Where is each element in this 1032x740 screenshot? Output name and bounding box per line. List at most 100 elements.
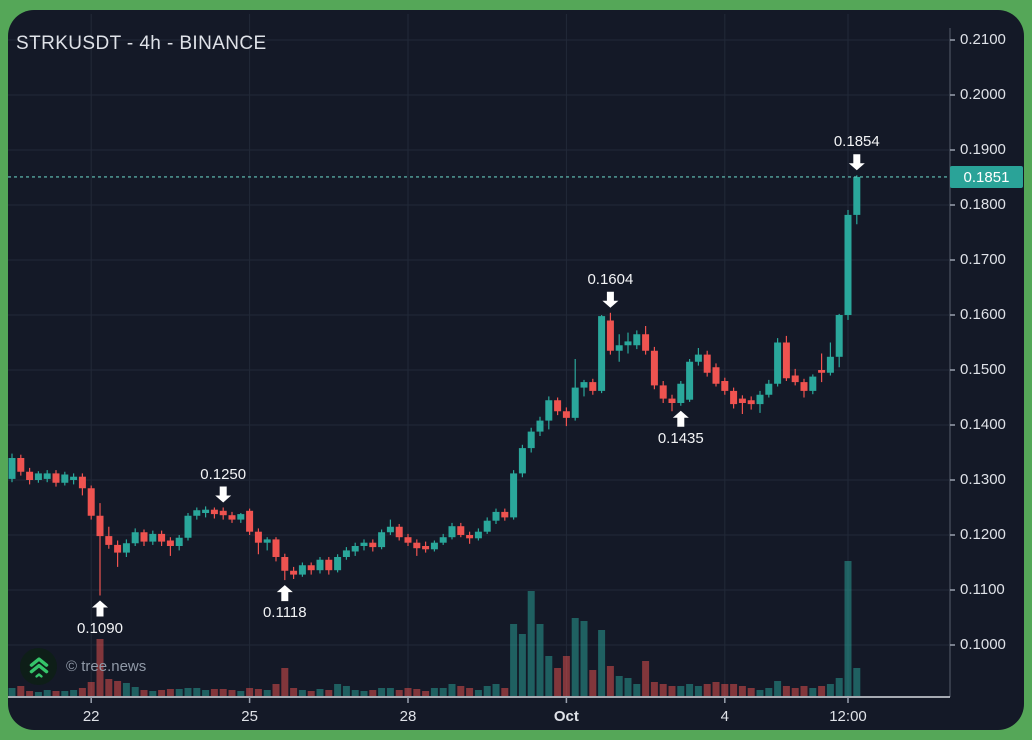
volume-bar (307, 691, 315, 696)
volume-bar (598, 630, 606, 696)
candle-body (826, 356, 834, 373)
tree-news-logo (20, 647, 57, 685)
double-chevron-up-icon (29, 657, 48, 678)
time-tick-label: 25 (241, 708, 258, 725)
candle-body (351, 546, 359, 552)
price-tick-label: 0.1100 (960, 581, 1005, 598)
volume-bar (659, 684, 667, 696)
candle-body (307, 565, 315, 571)
candle-body (774, 342, 782, 384)
arrow-down-icon (602, 291, 619, 308)
time-tick-label: 22 (82, 708, 100, 725)
volume-bar (527, 591, 535, 696)
volume-bar (237, 691, 245, 696)
volume-bar (668, 686, 676, 696)
volume-bar (334, 684, 342, 696)
volume-bar (844, 561, 852, 696)
volume-bar (369, 690, 377, 696)
volume-bar (26, 691, 34, 696)
candle-body (78, 476, 86, 489)
candle-body (782, 342, 790, 379)
candle-body (149, 533, 157, 542)
candle-body (527, 431, 535, 449)
candle-body (360, 542, 368, 546)
price-tick-label: 0.1300 (960, 471, 1006, 488)
price-annotation: 0.1090 (77, 619, 123, 637)
candle-body (17, 458, 25, 472)
price-tick-label: 0.1200 (960, 526, 1006, 543)
volume-bar (96, 639, 104, 696)
volume-bar (290, 688, 298, 696)
volume-bar (782, 686, 790, 696)
price-tick-label: 0.1000 (960, 636, 1006, 653)
candle-body (422, 546, 430, 550)
candle-body (510, 473, 518, 518)
candle-body (756, 394, 764, 405)
volume-bar (492, 684, 500, 696)
candle-body (598, 316, 606, 391)
candle-body (325, 559, 333, 571)
candle-body (114, 544, 122, 553)
candle-body (765, 383, 773, 395)
volume-bar (316, 689, 324, 696)
volume-bar (184, 688, 192, 696)
candle-body (580, 382, 588, 388)
arrow-down-icon (215, 486, 232, 503)
candle-body (334, 557, 342, 571)
volume-bar (272, 684, 280, 696)
candle-body (738, 398, 746, 403)
volume-bar (826, 684, 834, 696)
candle-body (430, 542, 438, 550)
candle-body (219, 510, 227, 516)
candle-body (809, 376, 817, 391)
volume-bar (650, 682, 658, 696)
volume-bar (351, 690, 359, 696)
candle-body (281, 557, 289, 571)
candle-body (342, 550, 350, 557)
candle-body (545, 400, 553, 421)
volume-bar (483, 686, 491, 696)
volume-bar (439, 688, 447, 696)
candle-body (624, 341, 632, 346)
volume-bar (466, 688, 474, 696)
candle-body (237, 514, 245, 520)
volume-bar (140, 690, 148, 696)
arrow-up-icon (92, 600, 108, 617)
volume-bar (756, 690, 764, 696)
candle-body (853, 176, 861, 215)
candle-body (677, 383, 685, 403)
volume-bar (589, 670, 597, 696)
candle-body (466, 535, 474, 539)
candle-body (369, 542, 377, 548)
candle-body (184, 515, 192, 538)
candle-body (457, 526, 465, 535)
candle-body (492, 511, 500, 521)
candle-body (105, 536, 113, 545)
price-tick-label: 0.1400 (960, 416, 1006, 433)
candle-body (589, 382, 597, 391)
candle-body (210, 509, 218, 515)
candle-body (413, 542, 421, 549)
volume-bar (8, 688, 16, 696)
volume-bar (413, 689, 421, 696)
volume-bar (246, 688, 254, 696)
candle-body (554, 400, 562, 412)
volume-bar (263, 690, 271, 696)
candle-body (571, 387, 579, 418)
candle-body (501, 511, 509, 518)
candle-body (193, 510, 201, 516)
candle-body (703, 354, 711, 373)
volume-bar (510, 624, 518, 696)
volume-bar (87, 682, 95, 696)
volume-bar (791, 688, 799, 696)
candle-body (158, 533, 166, 542)
volume-bar (395, 690, 403, 696)
volume-bar (43, 690, 51, 696)
volume-bar (809, 688, 817, 696)
volume-bar (17, 686, 25, 696)
candle-body (712, 367, 720, 384)
volume-bar (747, 688, 755, 696)
volume-bar (281, 668, 289, 696)
candle-body (642, 334, 650, 351)
